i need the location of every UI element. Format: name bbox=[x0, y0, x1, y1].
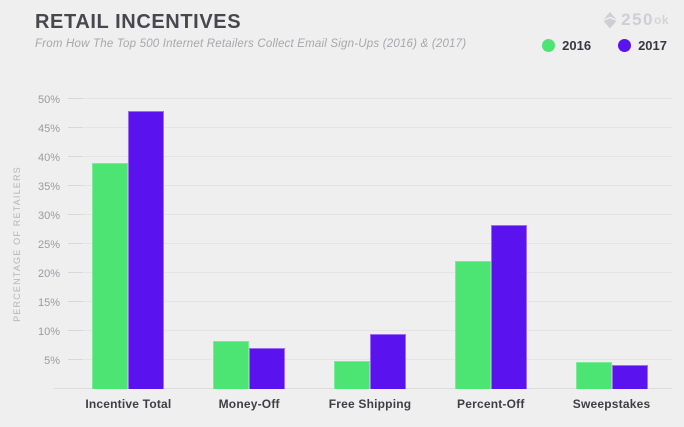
x-label-free-shipping: Free Shipping bbox=[328, 397, 412, 411]
gridline-45 bbox=[68, 127, 672, 128]
gridline-35 bbox=[68, 185, 672, 186]
bar-group-money-off bbox=[213, 341, 286, 389]
legend-label-2017: 2017 bbox=[638, 38, 667, 53]
x-label-money-off: Money-Off bbox=[218, 397, 280, 411]
bar-2017-incentive-total bbox=[128, 110, 165, 389]
bar-2016-incentive-total bbox=[92, 162, 129, 389]
brand-logo: 250 ok bbox=[602, 10, 669, 30]
gridline-40 bbox=[68, 156, 672, 157]
legend-swatch-2017 bbox=[618, 39, 632, 52]
bar-group-free-shipping bbox=[334, 333, 406, 389]
brand-logo-suffix: ok bbox=[653, 13, 669, 27]
page-title: RETAIL INCENTIVES bbox=[35, 11, 242, 33]
y-tick-50: 50% bbox=[37, 94, 60, 106]
chart-legend: 2016 2017 bbox=[542, 38, 667, 53]
y-tick-30: 30% bbox=[37, 210, 60, 222]
y-tick-15: 15% bbox=[37, 297, 60, 309]
bar-group-percent-off bbox=[454, 225, 527, 389]
legend-swatch-2016 bbox=[542, 39, 556, 52]
brand-logo-number: 250 bbox=[621, 10, 654, 29]
bar-2016-percent-off bbox=[454, 261, 491, 389]
x-label-incentive-total: Incentive Total bbox=[85, 397, 172, 411]
legend-label-2016: 2016 bbox=[562, 38, 592, 53]
gridline-50 bbox=[68, 98, 672, 99]
bar-2016-sweepstakes bbox=[575, 361, 612, 389]
gridline-30 bbox=[68, 214, 672, 215]
plot-area: 5% 10% 15% 20% 25% 30% 35% 40% 45% 50% Incentive T… bbox=[38, 89, 672, 411]
legend-item-2017: 2017 bbox=[618, 38, 667, 53]
bar-2017-money-off bbox=[249, 347, 286, 389]
bar-2016-money-off bbox=[213, 341, 250, 389]
bar-2017-sweepstakes bbox=[611, 365, 648, 389]
y-tick-35: 35% bbox=[37, 181, 60, 193]
y-tick-20: 20% bbox=[37, 268, 60, 280]
gridline-25 bbox=[68, 243, 672, 244]
bar-group-incentive-total bbox=[92, 110, 165, 389]
y-tick-40: 40% bbox=[37, 152, 60, 164]
bar-group-sweepstakes bbox=[575, 361, 648, 389]
y-tick-5: 5% bbox=[44, 355, 60, 367]
chart-subtitle: From How The Top 500 Internet Retailers … bbox=[35, 38, 467, 50]
bar-2017-free-shipping bbox=[370, 333, 406, 389]
bar-2016-free-shipping bbox=[334, 361, 370, 389]
gridline-10 bbox=[68, 330, 672, 331]
gridline-15 bbox=[68, 301, 672, 302]
x-label-percent-off: Percent-Off bbox=[457, 397, 525, 411]
x-label-sweepstakes: Sweepstakes bbox=[572, 397, 651, 411]
bar-2017-percent-off bbox=[490, 225, 527, 389]
gridline-20 bbox=[68, 272, 672, 273]
gem-icon bbox=[602, 11, 618, 29]
y-tick-10: 10% bbox=[37, 326, 60, 338]
legend-item-2016: 2016 bbox=[542, 38, 591, 53]
y-tick-25: 25% bbox=[37, 239, 60, 251]
y-tick-45: 45% bbox=[37, 123, 60, 135]
